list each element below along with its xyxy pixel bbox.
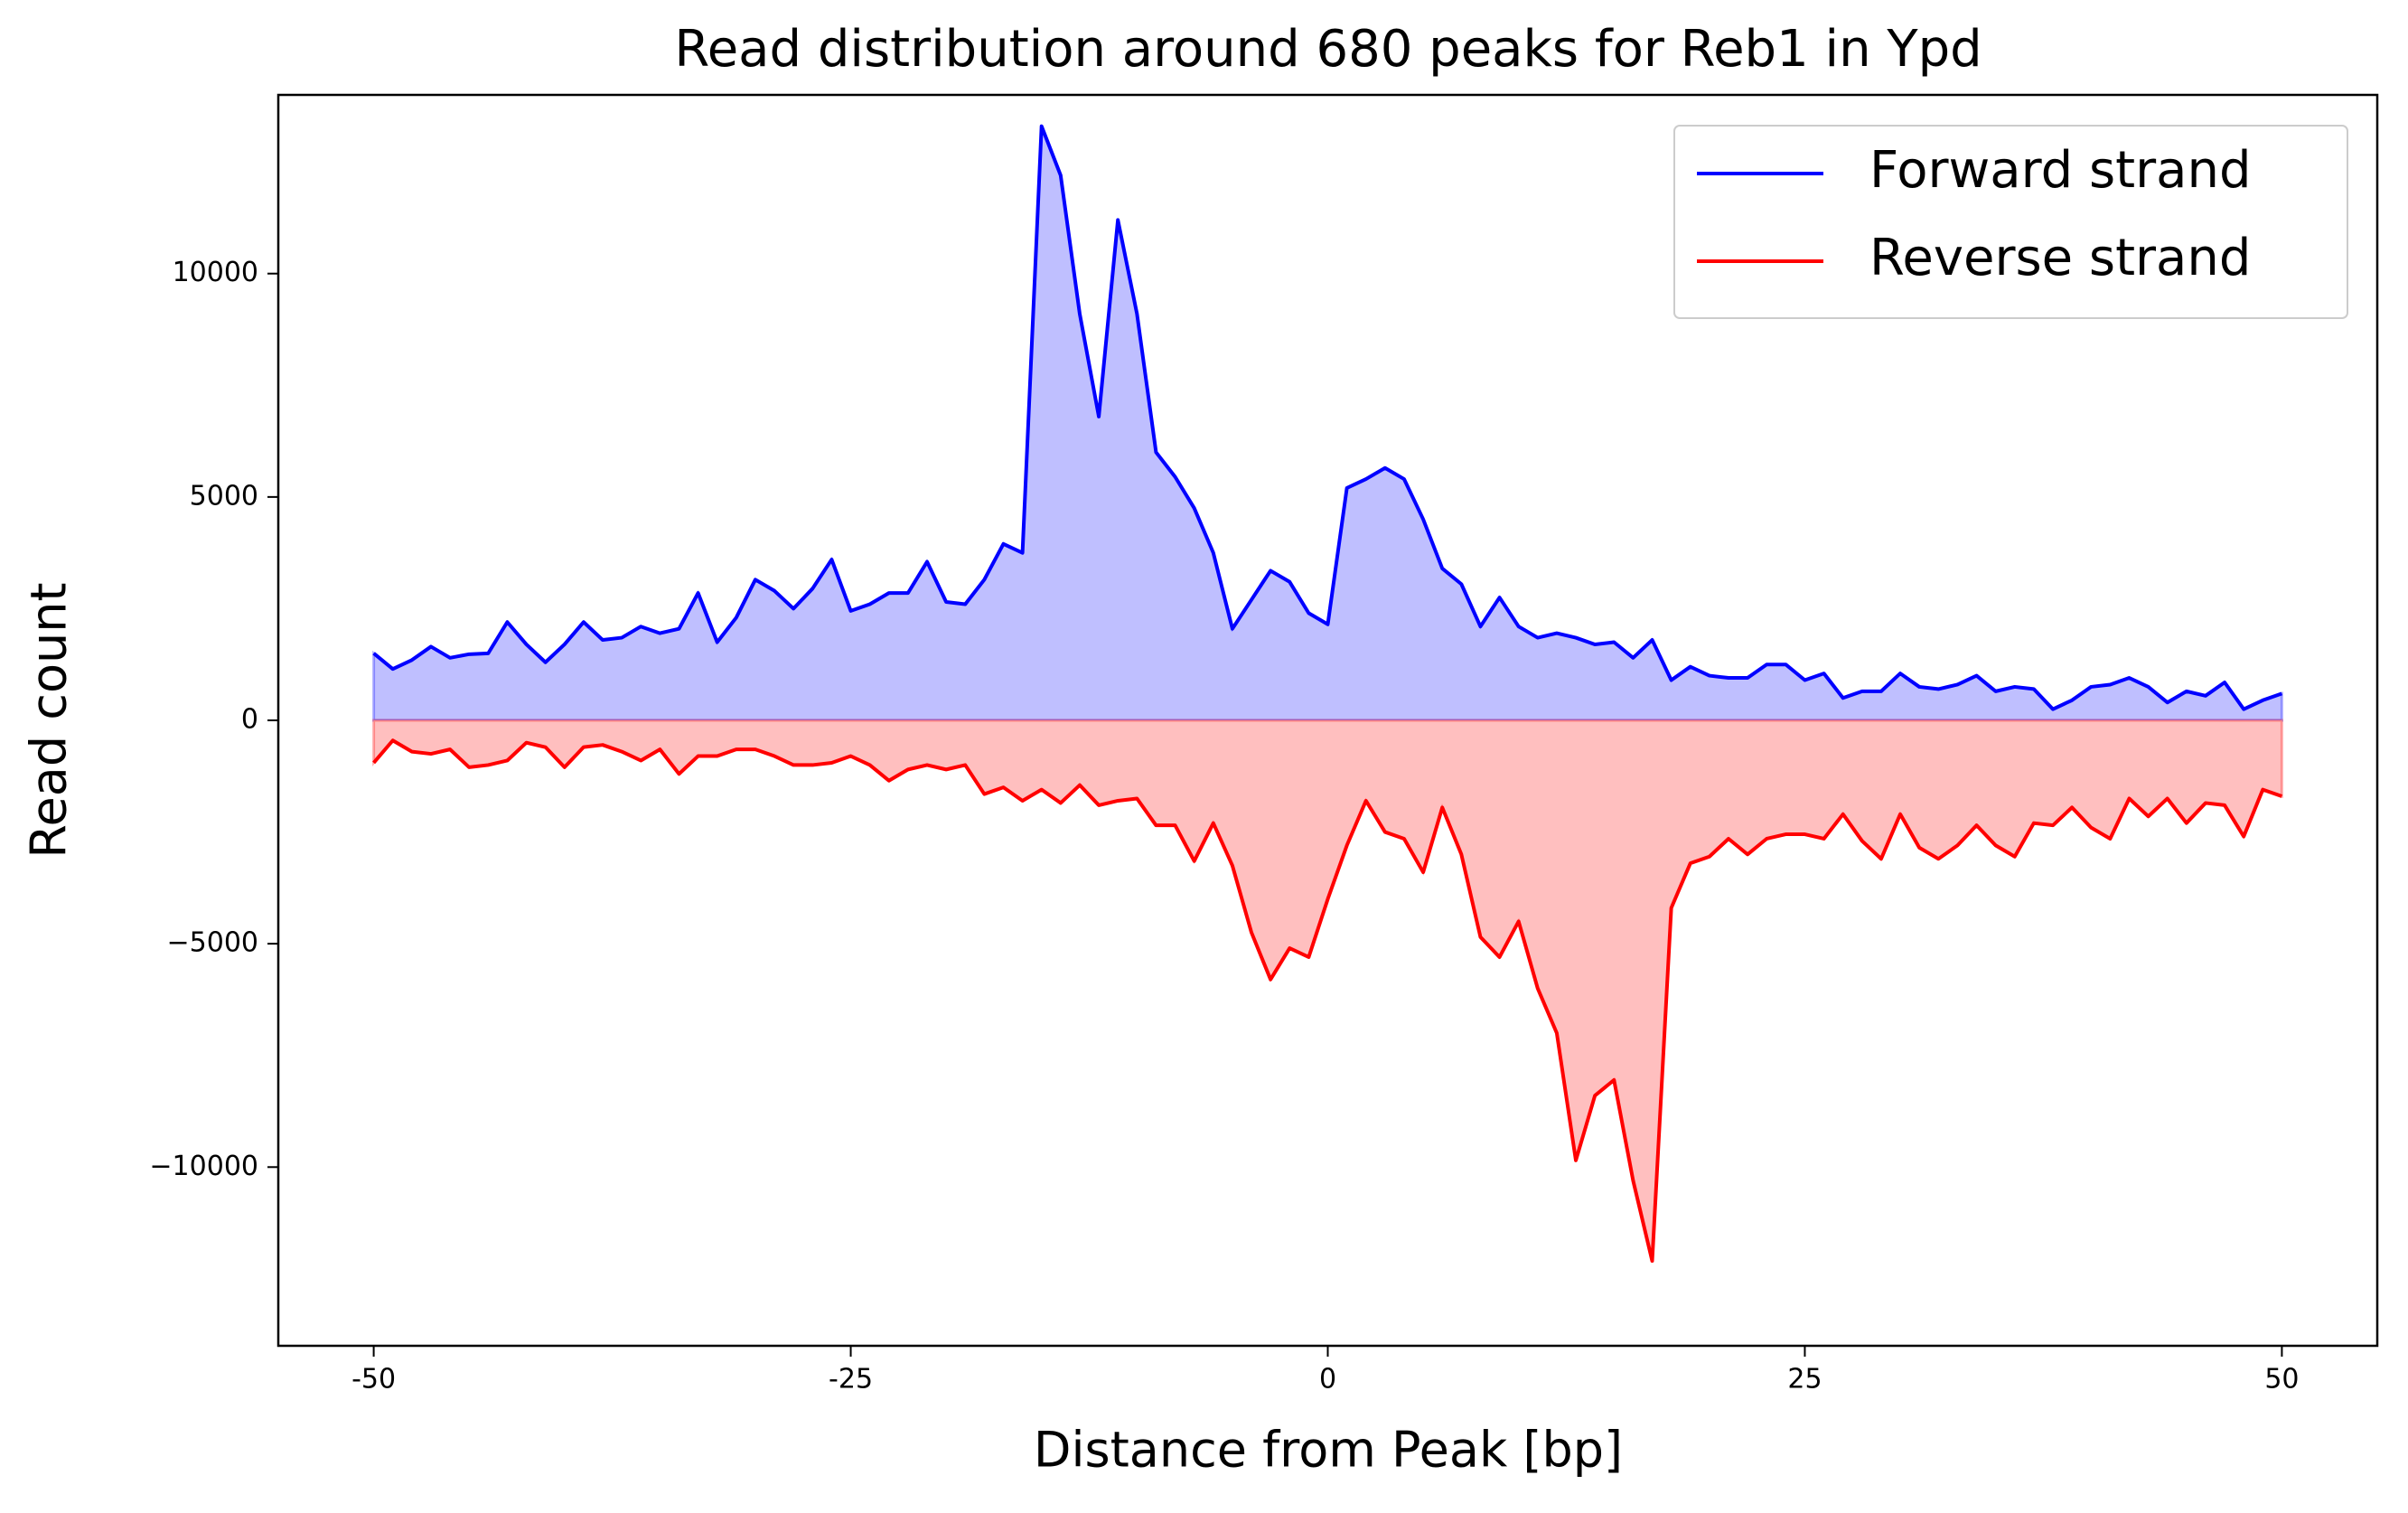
- x-tick-label: 50: [2264, 1364, 2299, 1396]
- legend-box: [1673, 125, 2348, 319]
- y-tick-label: −10000: [149, 1151, 258, 1182]
- x-tick-label: -25: [829, 1364, 873, 1396]
- y-tick-label: 10000: [173, 257, 258, 288]
- x-tick-label: -50: [351, 1364, 396, 1396]
- y-tick-label: −5000: [167, 927, 258, 959]
- x-tick-label: 25: [1787, 1364, 1822, 1396]
- area-fill: [372, 719, 2283, 1262]
- x-axis-label: Distance from Peak [bp]: [1034, 1422, 1623, 1479]
- chart-title: Read distribution around 680 peaks for R…: [674, 20, 1982, 79]
- legend-label: Reverse strand: [1869, 229, 2251, 287]
- series-line: [372, 124, 2283, 711]
- y-tick-label: 5000: [190, 480, 258, 512]
- y-axis-label: Read count: [21, 582, 78, 858]
- y-tick-label: 0: [241, 704, 258, 736]
- x-tick-label: 0: [1319, 1364, 1336, 1396]
- series-line: [372, 738, 2283, 1264]
- legend-label: Forward strand: [1869, 141, 2252, 200]
